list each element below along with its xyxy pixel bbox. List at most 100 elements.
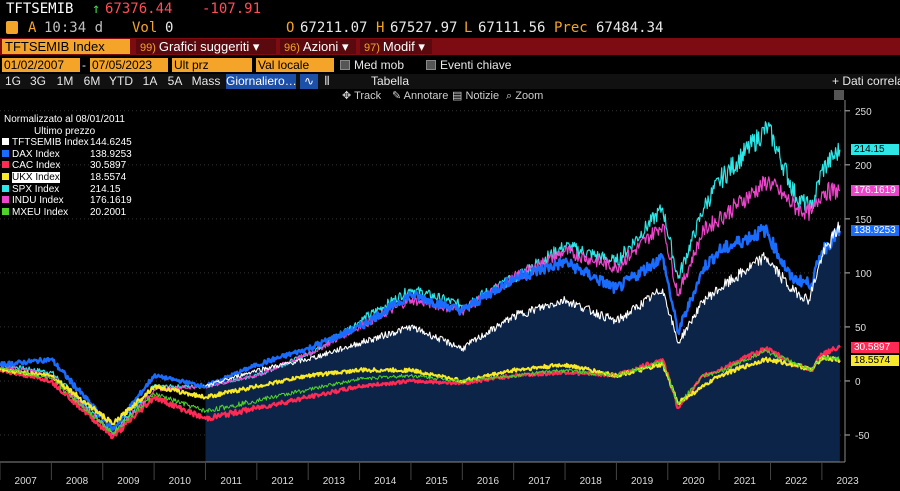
menu-actions[interactable]: 96) Azioni ▾ (280, 39, 356, 54)
x-tick-label: 2014 (374, 476, 397, 487)
legend-swatch (2, 172, 9, 180)
menu-edit[interactable]: 97) Modif ▾ (360, 39, 432, 54)
frequency-select[interactable]: Giornaliero… (226, 74, 297, 89)
related-data-button[interactable]: + Dati correla (832, 74, 900, 88)
moving-avg-toggle[interactable]: Med mob (340, 58, 404, 72)
zoom-tool[interactable]: ⌕ Zoom (506, 89, 543, 103)
legend-item[interactable]: UKX Index 18.5574 (2, 171, 162, 184)
period-max[interactable]: Mass (191, 74, 221, 88)
last-value-tag: 30.5897 (851, 342, 899, 354)
bar-chart-icon[interactable]: ⫴ (324, 74, 330, 88)
period-6m[interactable]: 6M (83, 74, 101, 88)
prev-label: Prec (554, 20, 588, 36)
start-date-input[interactable]: 01/02/2007 (2, 58, 80, 72)
period-1m[interactable]: 1M (56, 74, 74, 88)
checkbox-icon (340, 60, 350, 70)
open-label: O (286, 20, 295, 36)
x-tick-label: 2022 (785, 476, 808, 487)
x-tick-label: 2008 (66, 476, 89, 487)
line-chart-icon[interactable]: ∿ (300, 74, 318, 89)
dropdown-arrow-icon: ▾ (252, 39, 260, 54)
settings-bar: 01/02/2007 - 07/05/2023 Ult prz Val loca… (0, 58, 900, 73)
menu-suggested-charts[interactable]: 99) Grafici suggeriti ▾ (136, 39, 276, 54)
currency-select[interactable]: Val locale (256, 58, 334, 72)
period-ytd[interactable]: YTD (109, 74, 133, 88)
y-tick-label: 100 (855, 269, 872, 280)
x-tick-label: 2018 (580, 476, 603, 487)
track-label: Track (354, 90, 382, 102)
series-line-dax-index (0, 224, 842, 432)
key-events-toggle[interactable]: Eventi chiave (426, 58, 511, 72)
quote-time: 10:34 d (44, 20, 104, 36)
menu-number: 97) (364, 42, 380, 54)
y-tick-label: 0 (855, 377, 861, 388)
x-tick-label: 2020 (682, 476, 705, 487)
low-value: 67111.56 (478, 20, 546, 36)
legend-series-name: CAC Index (12, 160, 61, 172)
x-tick-label: 2023 (836, 476, 859, 487)
price-change: -107.91 (202, 1, 262, 17)
legend-series-name: MXEU Index (12, 206, 69, 218)
legend-series-name: SPX Index (12, 183, 60, 195)
x-tick-label: 2007 (15, 476, 38, 487)
track-tool[interactable]: ✥ Track (342, 89, 381, 103)
annotate-tool[interactable]: ✎ Annotare (392, 89, 448, 103)
moving-avg-label: Med mob (354, 58, 405, 72)
news-icon: ▤ (452, 90, 466, 102)
period-1d[interactable]: 1G (4, 74, 21, 88)
security-field[interactable]: TFTSEMIB Index (2, 39, 130, 54)
y-tick-label: -50 (855, 431, 870, 442)
y-tick-label: 50 (855, 323, 867, 334)
news-tool[interactable]: ▤ Notizie (452, 89, 499, 103)
legend-last-value: 138.9253 (90, 148, 132, 160)
y-tick-label: 250 (855, 107, 872, 118)
dropdown-arrow-icon: ▾ (341, 39, 349, 54)
menu-label: Modif (382, 39, 415, 54)
ellipsis-icon: … (284, 74, 297, 88)
trade-flag: A (28, 20, 37, 36)
alert-icon[interactable] (6, 21, 18, 34)
open-value: 67211.07 (300, 20, 368, 36)
tab-table[interactable]: Tabella (370, 74, 410, 88)
legend-swatch (2, 161, 9, 169)
quote-bar: TFTSEMIB ↑ 67376.44 -107.91 (0, 0, 900, 20)
period-bar: 1G 3G 1M 6M YTD 1A 5A Mass Giornaliero… … (0, 74, 900, 89)
shaded-area (205, 225, 840, 462)
x-axis: 2007 2008 2009 2010 2011 2012 2013 2014 2015 2016… (0, 461, 900, 491)
x-tick-label: 2016 (477, 476, 500, 487)
volume-label: Vol (132, 20, 158, 36)
legend-item[interactable]: CAC Index 30.5897 (2, 160, 162, 172)
tftsemib-area (205, 225, 840, 462)
legend-item[interactable]: TFTSEMIB Index 144.6245 (2, 137, 162, 149)
legend-last-value: 20.2001 (90, 206, 127, 218)
series-line-spx-index (0, 121, 841, 435)
legend-swatch (2, 149, 9, 157)
prev-value: 67484.34 (596, 20, 664, 36)
period-5y[interactable]: 5A (167, 74, 183, 88)
legend-item[interactable]: INDU Index 176.1619 (2, 195, 162, 207)
x-tick-label: 2021 (734, 476, 757, 487)
collapse-icon[interactable] (834, 90, 844, 100)
legend-item[interactable]: MXEU Index 20.2001 (2, 207, 162, 219)
date-separator: - (82, 58, 86, 72)
end-date-input[interactable]: 07/05/2023 (90, 58, 168, 72)
x-tick-label: 2019 (631, 476, 654, 487)
command-bar: TFTSEMIB Index 99) Grafici suggeriti ▾ 96… (0, 38, 900, 55)
legend-item[interactable]: SPX Index 214.15 (2, 184, 162, 196)
period-3d[interactable]: 3G (29, 74, 46, 88)
legend-item[interactable]: DAX Index 138.9253 (2, 149, 162, 161)
price-field-select[interactable]: Ult prz (172, 58, 252, 72)
period-1y[interactable]: 1A (142, 74, 158, 88)
pencil-icon: ✎ (392, 90, 404, 102)
x-tick-label: 2015 (426, 476, 449, 487)
ticker-symbol[interactable]: TFTSEMIB (6, 1, 74, 17)
series-line-indu-index (0, 175, 841, 437)
series-line-tftsemib-index (205, 221, 841, 387)
legend-last-value: 214.15 (90, 183, 121, 195)
move-icon: ✥ (342, 90, 355, 102)
y-tick-label: 200 (855, 161, 872, 172)
legend-series-name: DAX Index (12, 148, 60, 160)
x-tick-label: 2013 (323, 476, 346, 487)
high-value: 67527.97 (390, 20, 458, 36)
